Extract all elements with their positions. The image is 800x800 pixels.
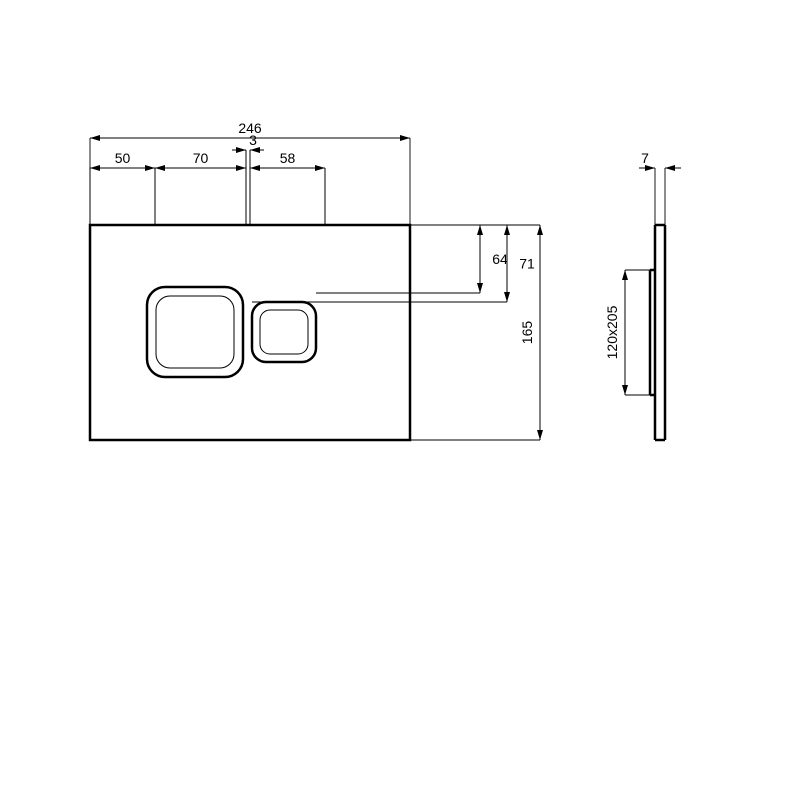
dim-d50: 50	[115, 150, 131, 166]
front-plate	[90, 225, 410, 440]
large-button-outer	[147, 287, 243, 377]
dim-d58: 58	[280, 150, 296, 166]
dim-d7: 7	[641, 150, 649, 166]
dim-d71: 71	[519, 256, 535, 272]
technical-drawing: 246507035864711657120x205	[0, 0, 800, 800]
dim-d3: 3	[249, 132, 257, 148]
small-button-inner	[260, 310, 308, 354]
small-button-outer	[252, 302, 316, 362]
large-button-inner	[156, 296, 234, 368]
dim-d120x205: 120x205	[604, 305, 620, 359]
dim-d64: 64	[492, 251, 508, 267]
dim-d165: 165	[519, 321, 535, 345]
dim-d70: 70	[193, 150, 209, 166]
